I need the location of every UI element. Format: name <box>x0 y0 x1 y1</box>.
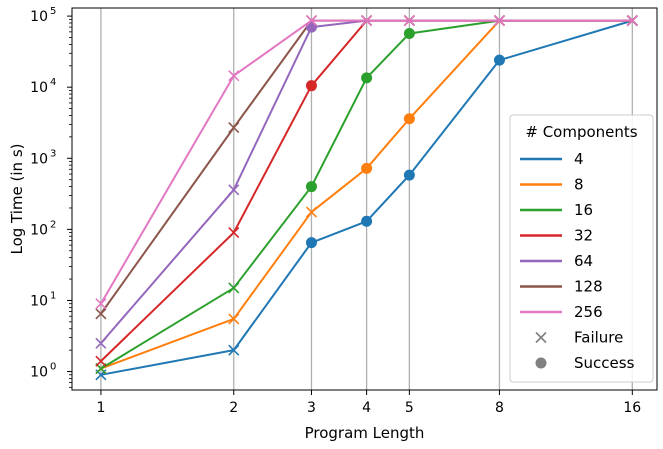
failure-point <box>305 15 318 27</box>
vertical-grid <box>100 8 633 390</box>
success-point <box>305 80 317 92</box>
success-point <box>361 162 373 174</box>
y-tick-base: 10 <box>30 151 48 167</box>
legend-label: 64 <box>574 252 593 270</box>
legend-failure-label: Failure <box>574 329 623 347</box>
y-tick-exponent: 2 <box>50 219 56 230</box>
failure-point <box>228 313 240 325</box>
y-tick-label: 10 <box>30 151 48 167</box>
legend-success-marker <box>535 357 547 369</box>
failure-point <box>228 227 240 239</box>
failure-point <box>95 355 107 367</box>
success-point <box>361 72 373 84</box>
x-tick-label: 16 <box>623 400 641 416</box>
legend-label: 256 <box>574 303 603 321</box>
x-tick-label: 2 <box>229 400 238 416</box>
failure-point <box>305 206 318 218</box>
y-axis-label: Log Time (in s) <box>8 144 26 255</box>
success-point <box>361 215 373 227</box>
y-tick-exponent: 1 <box>50 290 56 301</box>
y-tick-label: 10 <box>30 9 48 25</box>
x-tick-label: 1 <box>96 400 105 416</box>
y-tick-exponent: 4 <box>50 77 56 88</box>
x-tick-label: 3 <box>307 400 316 416</box>
failure-point <box>95 298 107 310</box>
y-tick-exponent: 5 <box>50 6 56 17</box>
success-point <box>305 181 317 193</box>
success-point <box>305 21 317 33</box>
x-tick-label: 4 <box>362 400 371 416</box>
failure-point <box>228 70 240 82</box>
success-point <box>403 169 415 181</box>
legend-label: 32 <box>574 227 593 245</box>
x-tick-label: 8 <box>495 400 504 416</box>
legend-label: 8 <box>574 176 584 194</box>
y-tick-label: 10 <box>30 365 48 381</box>
legend-label: 4 <box>574 150 584 168</box>
failure-point <box>626 15 638 27</box>
y-tick-exponent: 3 <box>50 148 56 159</box>
y-tick-base: 10 <box>30 80 48 96</box>
success-point <box>493 54 505 66</box>
failure-point <box>228 184 240 196</box>
failure-point <box>228 122 240 134</box>
series-markers <box>95 15 638 381</box>
y-tick-label: 10 <box>30 293 48 309</box>
failure-point <box>403 15 415 27</box>
legend-success-label: Success <box>574 354 635 372</box>
legend-title: # Components <box>525 123 637 141</box>
x-axis-label: Program Length <box>305 424 425 442</box>
success-point <box>305 237 317 249</box>
y-tick-base: 10 <box>30 293 48 309</box>
legend-label: 16 <box>574 201 593 219</box>
legend-box <box>509 114 654 383</box>
plot-area-frame <box>71 7 658 391</box>
y-tick-label: 10 <box>30 80 48 96</box>
success-point <box>403 113 415 125</box>
y-tick-label: 10 <box>30 222 48 238</box>
legend-failure-marker <box>535 331 547 344</box>
failure-point <box>228 344 240 356</box>
y-tick-base: 10 <box>30 9 48 25</box>
legend: # Components 4 8 16 32 64 128 256 Failure Succes… <box>509 114 654 383</box>
legend-label: 128 <box>574 278 603 296</box>
y-tick-base: 10 <box>30 365 48 381</box>
failure-point <box>228 282 240 294</box>
failure-point <box>493 15 506 27</box>
failure-point <box>95 308 107 320</box>
x-tick-label: 5 <box>405 400 414 416</box>
y-tick-exponent: 0 <box>50 362 56 373</box>
failure-point <box>95 337 107 349</box>
x-axis-ticks: 1 2 3 4 5 8 16 <box>96 390 641 416</box>
y-tick-base: 10 <box>30 222 48 238</box>
failure-point <box>361 15 373 27</box>
success-point <box>403 27 415 39</box>
